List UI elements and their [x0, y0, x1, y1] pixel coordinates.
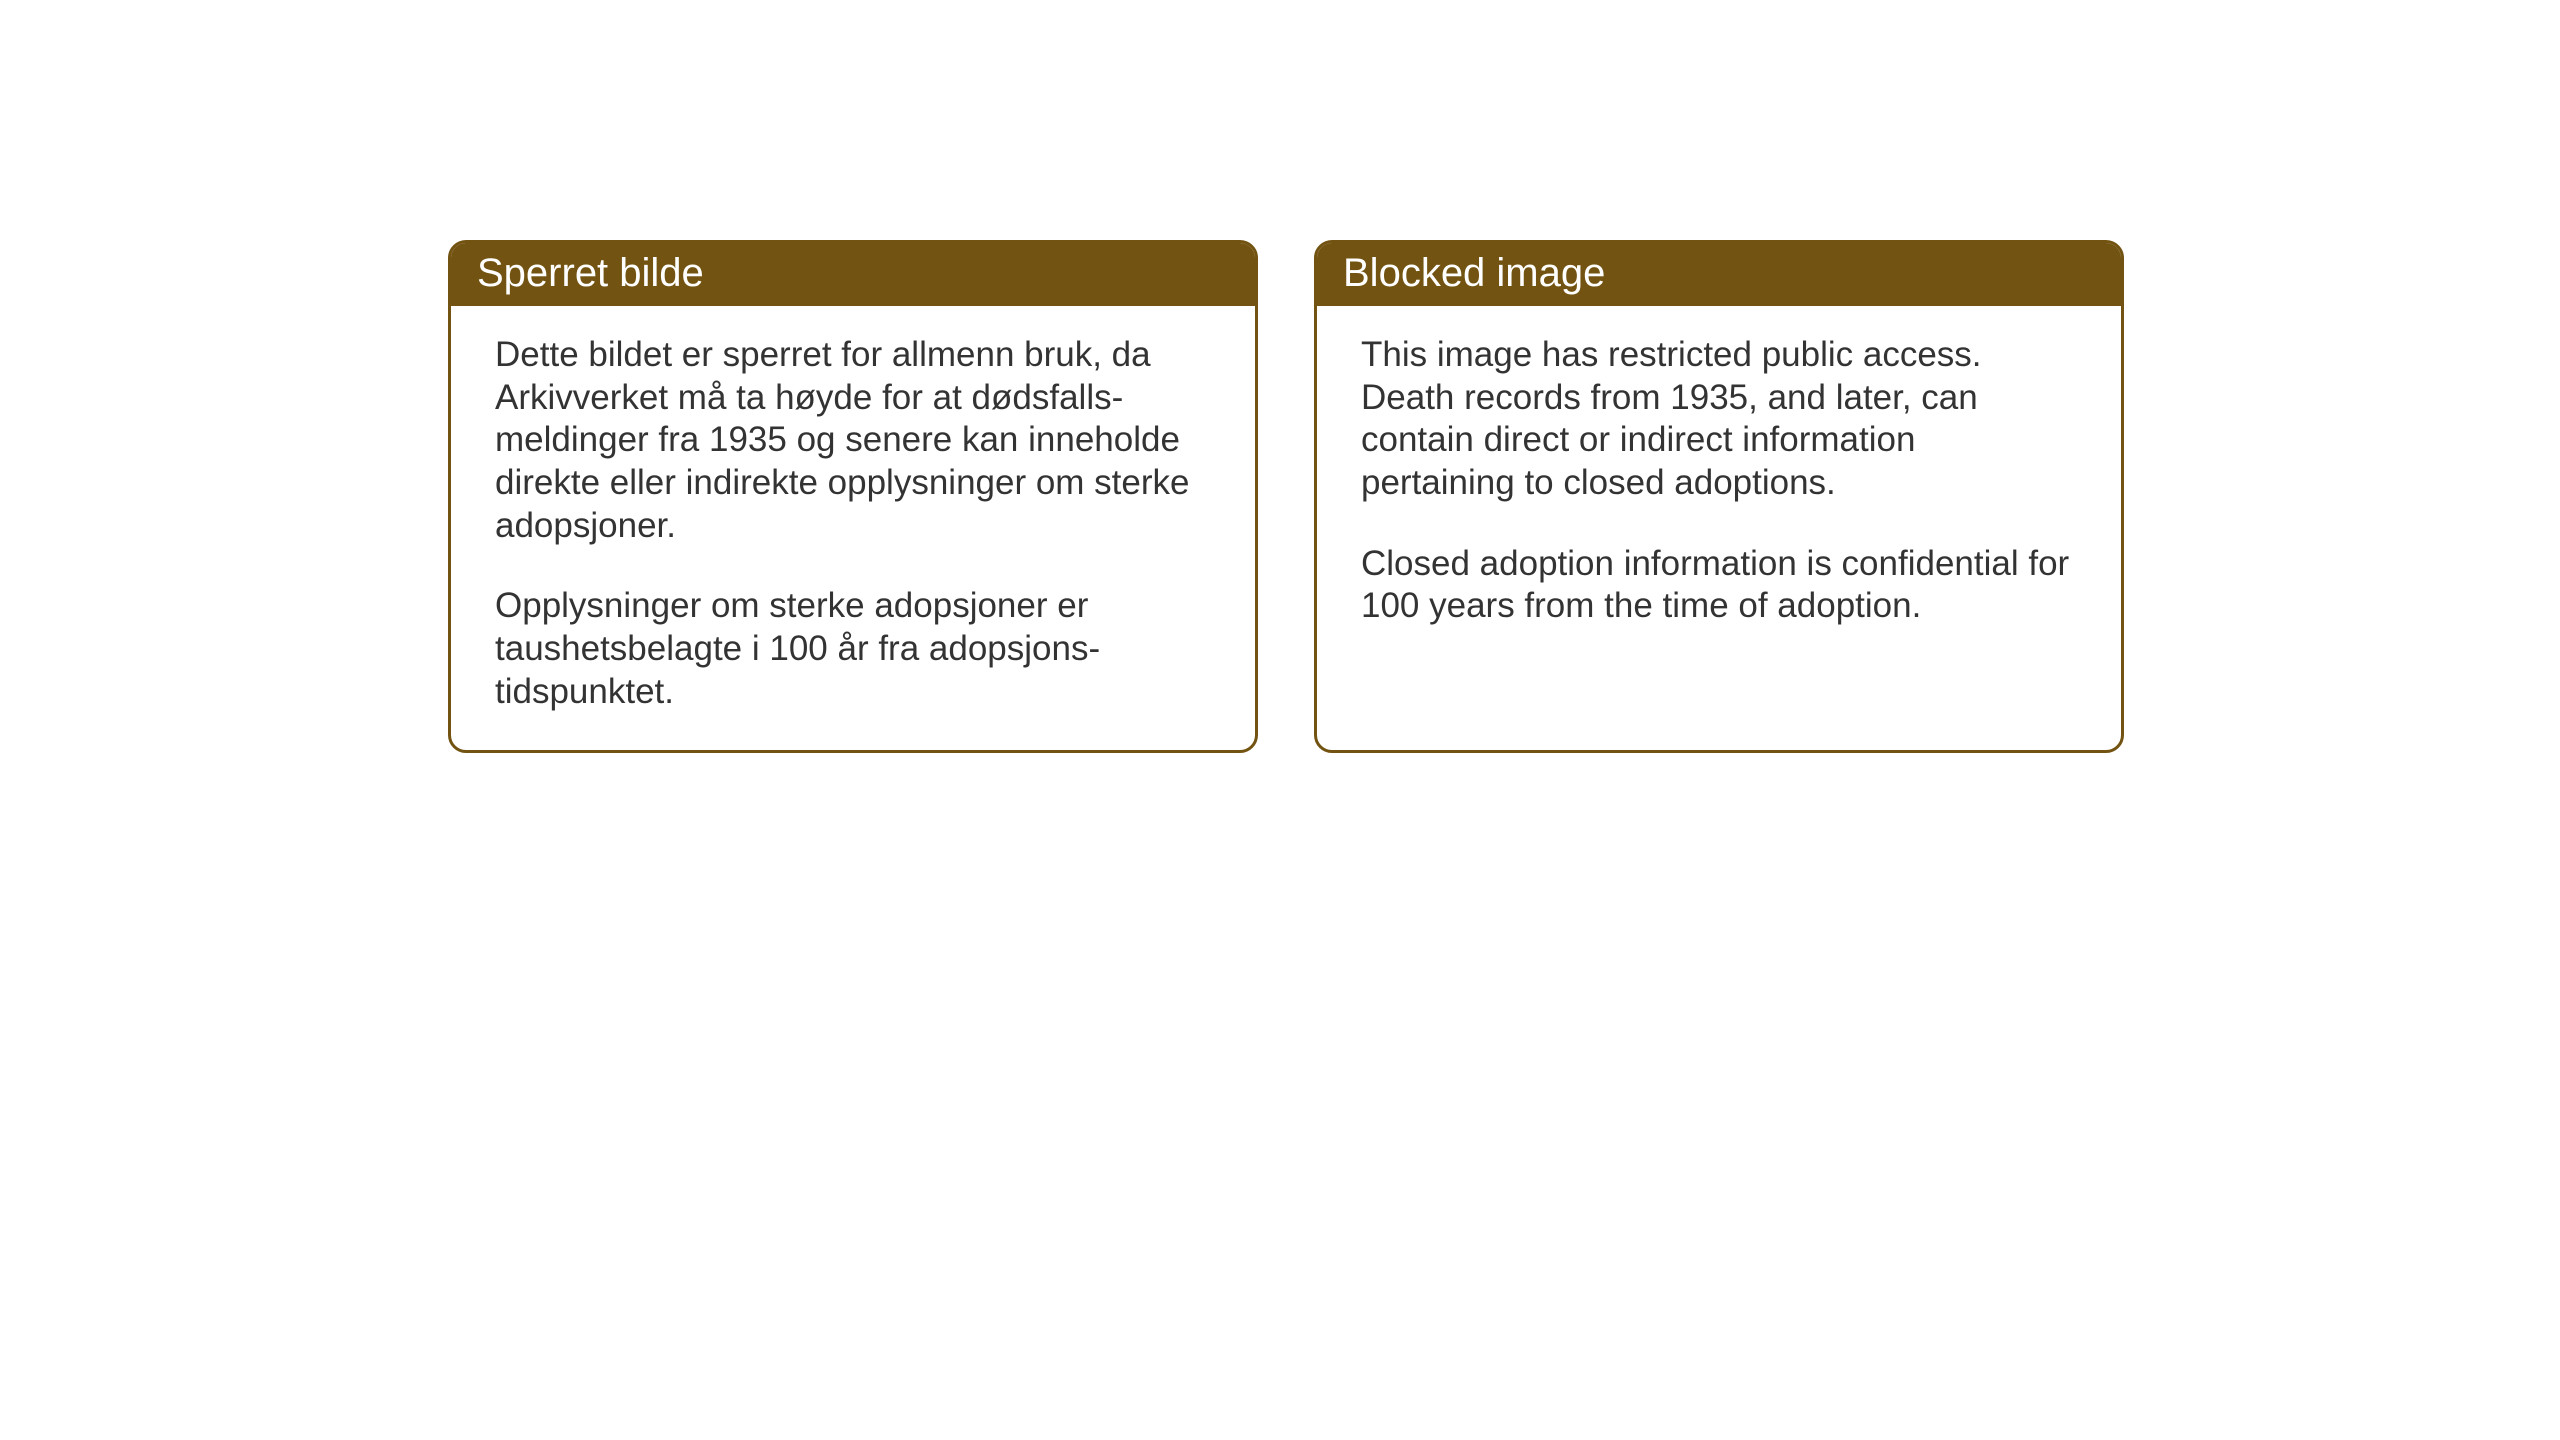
norwegian-paragraph-2: Opplysninger om sterke adopsjoner er tau…: [495, 585, 1211, 713]
english-card-body: This image has restricted public access.…: [1317, 306, 2121, 664]
english-paragraph-2: Closed adoption information is confident…: [1361, 543, 2077, 628]
norwegian-notice-card: Sperret bilde Dette bildet er sperret fo…: [448, 240, 1258, 753]
english-notice-card: Blocked image This image has restricted …: [1314, 240, 2124, 753]
english-card-title: Blocked image: [1317, 243, 2121, 306]
norwegian-card-body: Dette bildet er sperret for allmenn bruk…: [451, 306, 1255, 750]
norwegian-paragraph-1: Dette bildet er sperret for allmenn bruk…: [495, 334, 1211, 547]
notice-cards-container: Sperret bilde Dette bildet er sperret fo…: [448, 240, 2124, 753]
english-paragraph-1: This image has restricted public access.…: [1361, 334, 2077, 505]
norwegian-card-title: Sperret bilde: [451, 243, 1255, 306]
